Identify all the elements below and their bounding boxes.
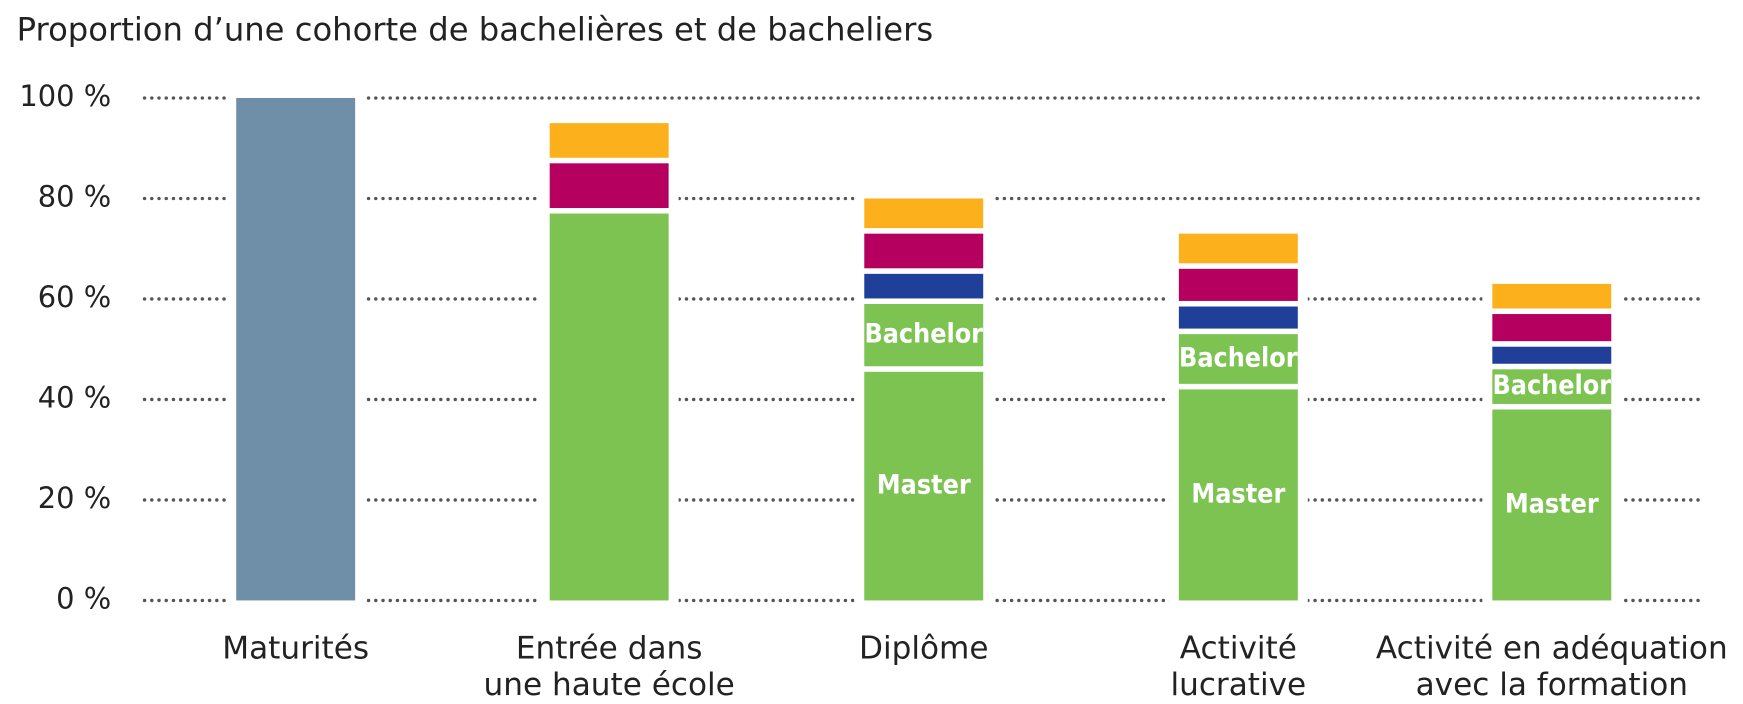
bar-segment bbox=[1492, 283, 1612, 309]
y-tick-label: 20 % bbox=[38, 481, 111, 515]
y-tick-label: 80 % bbox=[38, 179, 111, 213]
y-tick-label: 60 % bbox=[38, 280, 111, 314]
bar-segment bbox=[1492, 409, 1612, 601]
segment-label: Master bbox=[1505, 488, 1599, 519]
segment-label: Bachelor bbox=[1179, 343, 1298, 374]
chart-title: Proportion d’une cohorte de bachelières … bbox=[17, 10, 933, 48]
x-tick-label: Diplôme bbox=[859, 630, 988, 666]
bar-segment bbox=[1178, 268, 1298, 301]
x-tick-label: Activité bbox=[1180, 630, 1297, 666]
x-tick-label: lucrative bbox=[1170, 667, 1306, 703]
bar-segment bbox=[864, 304, 984, 367]
segment-label: Bachelor bbox=[864, 319, 983, 350]
x-tick-label: avec la formation bbox=[1416, 667, 1688, 703]
x-tick-label: Entrée dans bbox=[516, 630, 703, 666]
segment-label: Bachelor bbox=[1493, 370, 1612, 401]
bar-segment bbox=[1492, 314, 1612, 342]
bar-segment bbox=[864, 233, 984, 269]
segment-label: Master bbox=[1191, 478, 1285, 509]
bar-segment bbox=[1178, 306, 1298, 329]
bar-segment bbox=[1178, 389, 1298, 601]
bar-segment bbox=[549, 123, 669, 158]
y-tick-label: 0 % bbox=[56, 581, 111, 615]
bar-segment bbox=[549, 163, 669, 209]
x-tick-label: Maturités bbox=[222, 630, 369, 666]
bar-segment bbox=[1492, 346, 1612, 364]
bar-segment bbox=[1492, 369, 1612, 404]
bar-segment bbox=[864, 273, 984, 299]
bar-segment bbox=[864, 371, 984, 601]
bar-segment bbox=[549, 213, 669, 601]
y-tick-label: 100 % bbox=[19, 79, 111, 113]
bar-segment bbox=[864, 198, 984, 229]
bar-segment bbox=[1178, 233, 1298, 264]
bar-segment bbox=[1178, 334, 1298, 384]
bar-segment bbox=[236, 97, 356, 601]
x-tick-label: une haute école bbox=[484, 667, 735, 703]
x-tick-label: Activité en adéquation bbox=[1376, 630, 1728, 666]
y-tick-label: 40 % bbox=[38, 380, 111, 414]
segment-label: Master bbox=[877, 470, 971, 501]
